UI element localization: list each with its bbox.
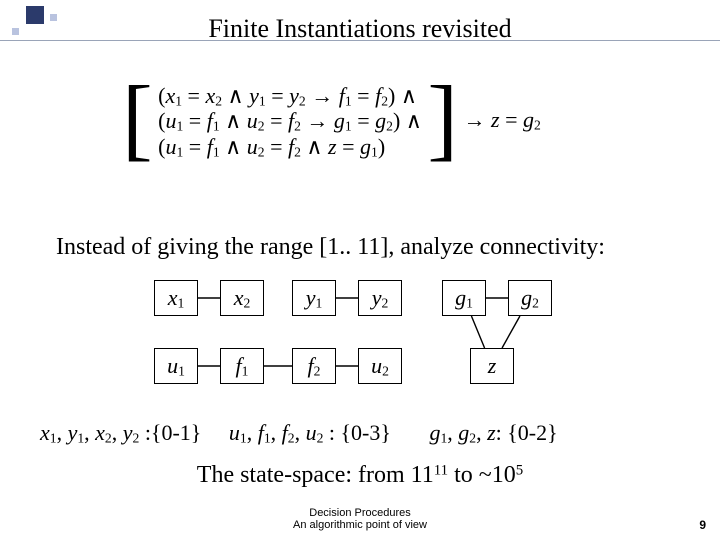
formula-tail: → z = g2	[464, 107, 541, 132]
graph-edge-g2-z	[502, 316, 520, 348]
formula-stack: (x1 = x2 ∧ y1 = y2 → f1 = f2) ∧ (u1 = f1…	[158, 84, 422, 159]
footer-line-2: An algorithmic point of view	[293, 519, 427, 531]
slide-title: Finite Instantiations revisited	[0, 14, 720, 44]
graph-node-g1: g1	[442, 280, 486, 316]
range-group-3: g1, g2, z: {0-2}	[429, 420, 557, 447]
slide-footer: Decision Procedures An algorithmic point…	[0, 507, 720, 532]
graph-node-z: z	[470, 348, 514, 384]
footer-line-1: Decision Procedures	[309, 507, 411, 519]
graph-node-f2: f2	[292, 348, 336, 384]
statespace-exp2: 5	[516, 463, 523, 479]
range-group-2: u1, f1, f2, u2 : {0-3}	[229, 420, 391, 447]
connectivity-graph: x1 x2 y1 y2 g1 g2 u1 f1 f2 u2 z	[154, 276, 574, 408]
graph-node-y1: y1	[292, 280, 336, 316]
graph-edge-g1-z	[471, 316, 484, 348]
state-space-line: The state-space: from 1111 to ~105	[0, 462, 720, 489]
statespace-exp1: 11	[434, 463, 448, 479]
range-set-2: : {0-3}	[323, 420, 391, 445]
graph-node-y2: y2	[358, 280, 402, 316]
range-set-1: :{0-1}	[139, 420, 201, 445]
left-bracket: [	[122, 80, 153, 156]
graph-node-x2: x2	[220, 280, 264, 316]
right-bracket: ]	[427, 80, 458, 156]
graph-node-x1: x1	[154, 280, 198, 316]
graph-node-u2: u2	[358, 348, 402, 384]
range-set-3: : {0-2}	[496, 420, 558, 445]
graph-node-u1: u1	[154, 348, 198, 384]
statespace-mid: to ~10	[448, 462, 516, 488]
statespace-prefix: The state-space: from 11	[197, 462, 434, 488]
page-number: 9	[699, 518, 706, 532]
range-assignments: x1, y1, x2, y2 :{0-1} u1, f1, f2, u2 : {…	[40, 420, 690, 447]
main-formula: [ (x1 = x2 ∧ y1 = y2 → f1 = f2) ∧ (u1 = …	[122, 84, 541, 160]
range-group-1: x1, y1, x2, y2 :{0-1}	[40, 420, 201, 447]
graph-node-g2: g2	[508, 280, 552, 316]
graph-node-f1: f1	[220, 348, 264, 384]
connectivity-sentence: Instead of giving the range [1.. 11], an…	[56, 234, 605, 261]
